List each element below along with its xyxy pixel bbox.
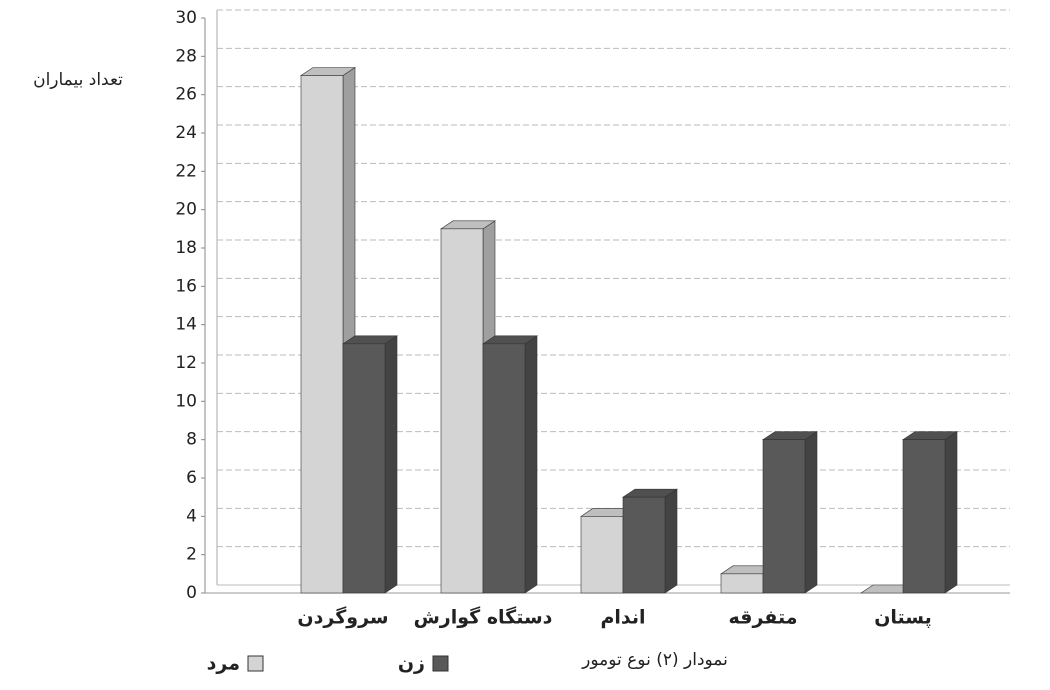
y-tick-label: 22 xyxy=(175,161,197,181)
bar xyxy=(902,439,946,594)
x-tick-label: متفرقه xyxy=(729,607,798,629)
y-tick-label: 4 xyxy=(186,506,197,526)
bar-side xyxy=(944,431,958,594)
legend-label: زن xyxy=(398,653,425,675)
x-tick-label: پستان xyxy=(874,607,932,629)
bar-side xyxy=(804,431,818,594)
y-tick-label: 8 xyxy=(186,430,197,450)
y-tick-label: 20 xyxy=(175,200,197,220)
bar xyxy=(440,228,484,594)
y-tick-label: 18 xyxy=(175,238,197,258)
bar xyxy=(342,343,386,594)
y-tick-label: 28 xyxy=(175,46,197,66)
legend-swatch xyxy=(432,655,449,672)
bar xyxy=(762,439,806,594)
y-tick-label: 0 xyxy=(186,583,197,603)
y-tick-label: 26 xyxy=(175,85,197,105)
bar xyxy=(482,343,526,594)
y-tick-label: 14 xyxy=(175,315,197,335)
y-axis-title: تعداد بیماران xyxy=(33,70,123,90)
bar-side xyxy=(664,488,678,594)
y-tick-label: 24 xyxy=(175,123,197,143)
y-tick-label: 10 xyxy=(175,391,197,411)
x-tick-label: دستگاه گوارش xyxy=(414,606,553,629)
legend-label: مرد xyxy=(207,653,240,675)
bar xyxy=(720,573,764,594)
bar xyxy=(622,496,666,594)
y-tick-label: 2 xyxy=(186,545,197,565)
bar-side xyxy=(524,335,538,594)
x-tick-label: اندام xyxy=(600,607,645,629)
y-tick-label: 12 xyxy=(175,353,197,373)
bar xyxy=(300,75,344,594)
x-tick-label: سروگردن xyxy=(297,606,388,629)
bar-side xyxy=(384,335,398,594)
y-tick-label: 16 xyxy=(175,276,197,296)
y-tick-label: 6 xyxy=(186,468,197,488)
y-tick-label: 30 xyxy=(175,8,197,28)
x-axis-title: نمودار (۲) نوع تومور xyxy=(581,650,728,670)
legend-swatch xyxy=(247,655,264,672)
bar xyxy=(580,516,624,594)
